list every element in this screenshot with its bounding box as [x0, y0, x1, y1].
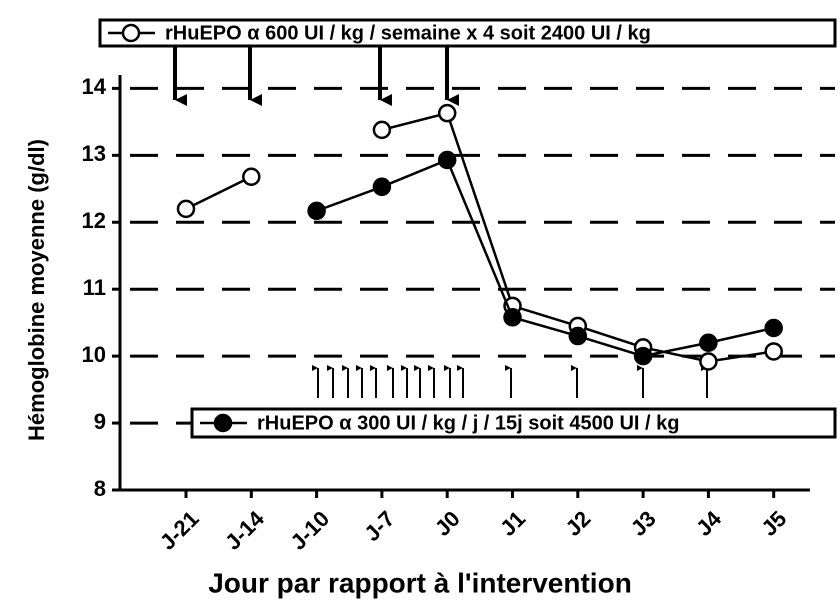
data-point: [633, 346, 653, 366]
x-tick-label: J-10: [285, 506, 334, 555]
dose-arrows: [173, 47, 708, 398]
data-point: [437, 150, 457, 170]
y-tick-label: 13: [82, 141, 106, 166]
x-axis-title: Jour par rapport à l'intervention: [208, 567, 632, 598]
x-tick-label: J-7: [359, 506, 399, 546]
data-point: [699, 352, 718, 371]
series-line: [185, 175, 252, 210]
data-point: [372, 177, 392, 197]
data-point: [568, 326, 588, 346]
y-axis-title: Hémoglobine moyenne (g/dl): [24, 139, 49, 441]
data-point: [242, 167, 261, 186]
x-tick-label: J-21: [155, 506, 204, 555]
legend-box: [190, 407, 837, 439]
data-point: [437, 103, 457, 123]
legend-label: rHuEPO α 300 UI / kg / j / 15j soit 4500…: [257, 412, 679, 434]
y-tick-label: 10: [82, 342, 106, 367]
x-tick-label: J1: [495, 506, 530, 541]
x-tick-label: J-14: [220, 505, 269, 554]
y-tick-label: 9: [94, 409, 106, 434]
legend-box: [98, 18, 837, 48]
data-point: [764, 342, 783, 361]
legend-marker: [213, 413, 233, 433]
data-point: [764, 318, 783, 338]
x-tick-label: J3: [626, 506, 661, 541]
y-tick-label: 11: [83, 275, 106, 300]
y-tick-label: 14: [82, 74, 107, 99]
legend-marker: [121, 23, 141, 43]
data-point: [176, 199, 196, 219]
data-point: [503, 308, 522, 327]
y-tick-label: 8: [94, 476, 106, 501]
legend-label: rHuEPO α 600 UI / kg / semaine x 4 soit …: [165, 22, 651, 44]
x-tick-label: J2: [560, 506, 595, 541]
series-line: [316, 158, 774, 358]
y-tick-label: 12: [82, 208, 106, 233]
x-tick-label: J4: [691, 505, 727, 541]
data-point: [699, 333, 718, 352]
x-tick-label: J0: [430, 506, 465, 541]
data-point: [372, 120, 392, 140]
data-point: [307, 201, 326, 221]
x-tick-label: J5: [756, 506, 791, 541]
